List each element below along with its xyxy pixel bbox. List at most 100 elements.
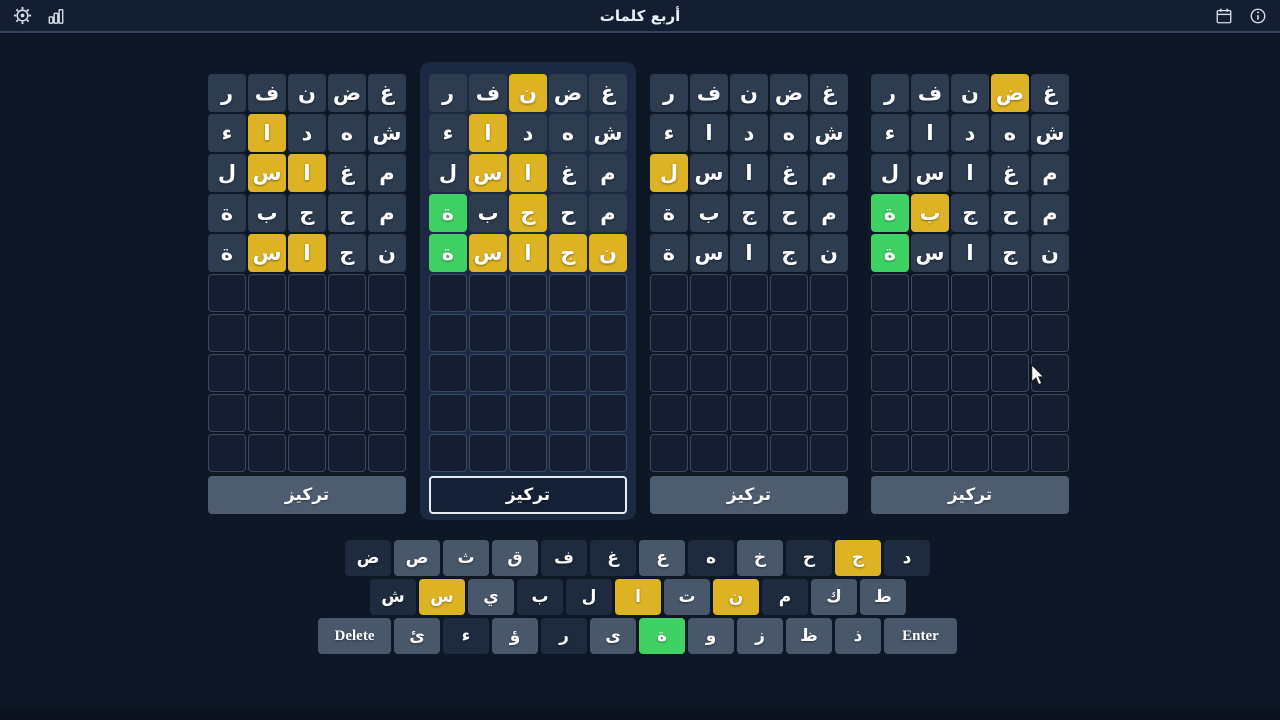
letter-tile: ف bbox=[690, 74, 728, 112]
key-ء[interactable]: ء bbox=[443, 618, 489, 654]
board-row bbox=[208, 274, 406, 312]
letter-tile: ل bbox=[429, 154, 467, 192]
key-ئ[interactable]: ئ bbox=[394, 618, 440, 654]
board-2: ر ف ن ض غ ء ا د ه ش ل س ا غ م ة ب ج ح م ة س ا ج ن تركيز bbox=[429, 74, 627, 514]
key-غ[interactable]: غ bbox=[590, 540, 636, 576]
letter-tile: ض bbox=[328, 74, 366, 112]
key-ذ[interactable]: ذ bbox=[835, 618, 881, 654]
key-خ[interactable]: خ bbox=[737, 540, 783, 576]
letter-tile: ش bbox=[368, 114, 406, 152]
key-ل[interactable]: ل bbox=[566, 579, 612, 615]
letter-tile: ه bbox=[549, 114, 587, 152]
key-ك[interactable]: ك bbox=[811, 579, 857, 615]
key-ؤ[interactable]: ؤ bbox=[492, 618, 538, 654]
letter-tile: ء bbox=[871, 114, 909, 152]
board-row bbox=[208, 314, 406, 352]
letter-tile: م bbox=[368, 154, 406, 192]
letter-tile: غ bbox=[589, 74, 627, 112]
key-د[interactable]: د bbox=[884, 540, 930, 576]
key-ر[interactable]: ر bbox=[541, 618, 587, 654]
key-ى[interactable]: ى bbox=[590, 618, 636, 654]
empty-tile bbox=[1031, 434, 1069, 472]
key-س[interactable]: س bbox=[419, 579, 465, 615]
letter-tile: ض bbox=[549, 74, 587, 112]
key-ع[interactable]: ع bbox=[639, 540, 685, 576]
letter-tile: ج bbox=[328, 234, 366, 272]
empty-tile bbox=[1031, 314, 1069, 352]
letter-tile: ا bbox=[951, 154, 989, 192]
key-ح[interactable]: ح bbox=[786, 540, 832, 576]
key-ب[interactable]: ب bbox=[517, 579, 563, 615]
key-و[interactable]: و bbox=[688, 618, 734, 654]
empty-tile bbox=[248, 434, 286, 472]
empty-tile bbox=[509, 434, 547, 472]
empty-tile bbox=[991, 314, 1029, 352]
empty-tile bbox=[469, 394, 507, 432]
key-ط[interactable]: ط bbox=[860, 579, 906, 615]
key-ق[interactable]: ق bbox=[492, 540, 538, 576]
empty-tile bbox=[429, 434, 467, 472]
key-ث[interactable]: ث bbox=[443, 540, 489, 576]
key-ي[interactable]: ي bbox=[468, 579, 514, 615]
empty-tile bbox=[589, 434, 627, 472]
empty-tile bbox=[288, 354, 326, 392]
letter-tile: ا bbox=[509, 154, 547, 192]
board-row bbox=[429, 274, 627, 312]
key-م[interactable]: م bbox=[762, 579, 808, 615]
empty-tile bbox=[328, 394, 366, 432]
key-ا[interactable]: ا bbox=[615, 579, 661, 615]
board-row bbox=[871, 394, 1069, 432]
key-ف[interactable]: ف bbox=[541, 540, 587, 576]
key-ت[interactable]: ت bbox=[664, 579, 710, 615]
key-ه[interactable]: ه bbox=[688, 540, 734, 576]
key-ج[interactable]: ج bbox=[835, 540, 881, 576]
bottom-strip bbox=[0, 708, 1280, 720]
key-ض[interactable]: ض bbox=[345, 540, 391, 576]
focus-button-board-3[interactable]: تركيز bbox=[650, 476, 848, 514]
empty-tile bbox=[509, 394, 547, 432]
empty-tile bbox=[549, 274, 587, 312]
key-ز[interactable]: ز bbox=[737, 618, 783, 654]
focus-button-board-2[interactable]: تركيز bbox=[429, 476, 627, 514]
key-ن[interactable]: ن bbox=[713, 579, 759, 615]
empty-tile bbox=[509, 314, 547, 352]
key-Enter[interactable]: Enter bbox=[884, 618, 957, 654]
info-icon[interactable] bbox=[1248, 6, 1268, 26]
empty-tile bbox=[690, 434, 728, 472]
statistics-bar-chart-icon[interactable] bbox=[46, 6, 66, 26]
letter-tile: غ bbox=[368, 74, 406, 112]
empty-tile bbox=[248, 354, 286, 392]
key-ص[interactable]: ص bbox=[394, 540, 440, 576]
key-ظ[interactable]: ظ bbox=[786, 618, 832, 654]
empty-tile bbox=[429, 394, 467, 432]
letter-tile: د bbox=[509, 114, 547, 152]
key-Delete[interactable]: Delete bbox=[318, 618, 391, 654]
focus-button-board-1[interactable]: تركيز bbox=[208, 476, 406, 514]
focus-button-board-4[interactable]: تركيز bbox=[871, 476, 1069, 514]
board-row bbox=[871, 274, 1069, 312]
key-ة[interactable]: ة bbox=[639, 618, 685, 654]
top-bar: أربع كلمات bbox=[0, 0, 1280, 33]
letter-tile: ة bbox=[208, 194, 246, 232]
key-ش[interactable]: ش bbox=[370, 579, 416, 615]
letter-tile: غ bbox=[810, 74, 848, 112]
empty-tile bbox=[951, 274, 989, 312]
letter-tile: ة bbox=[208, 234, 246, 272]
empty-tile bbox=[810, 394, 848, 432]
daily-calendar-icon[interactable] bbox=[1214, 6, 1234, 26]
board-row bbox=[429, 394, 627, 432]
empty-tile bbox=[368, 434, 406, 472]
letter-tile: ة bbox=[650, 194, 688, 232]
settings-gear-icon[interactable] bbox=[12, 6, 32, 26]
letter-tile: ة bbox=[650, 234, 688, 272]
letter-tile: ة bbox=[871, 194, 909, 232]
empty-tile bbox=[911, 434, 949, 472]
letter-tile: س bbox=[690, 154, 728, 192]
letter-tile: ر bbox=[871, 74, 909, 112]
empty-tile bbox=[1031, 394, 1069, 432]
